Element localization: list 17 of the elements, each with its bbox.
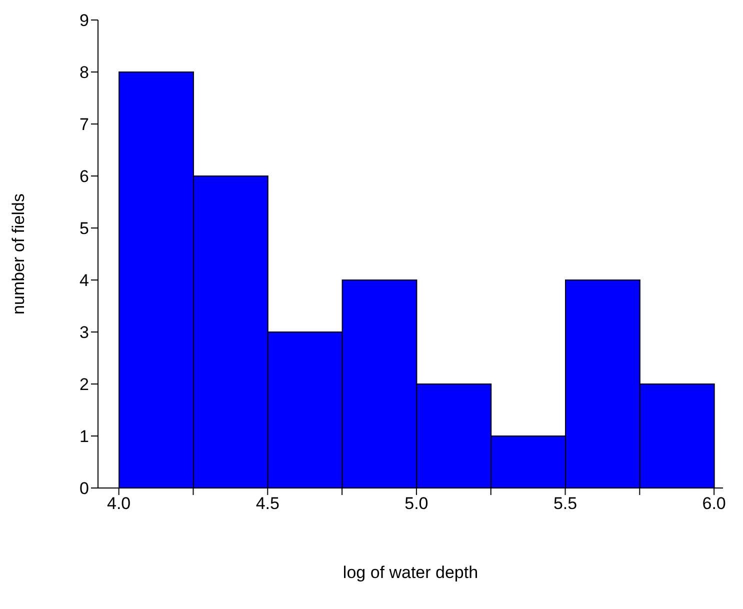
x-tick-label: 5.5 [553, 494, 578, 514]
y-tick-label: 1 [80, 427, 89, 446]
y-tick-label: 2 [80, 375, 89, 394]
y-tick-label: 0 [80, 479, 89, 498]
y-tick-label: 3 [80, 323, 89, 342]
y-tick-label: 9 [80, 11, 89, 30]
y-tick-label: 8 [80, 63, 89, 82]
x-axis-title: log of water depth [342, 563, 478, 582]
x-tick-label: 5.0 [404, 494, 428, 514]
x-tick-label: 4.5 [256, 494, 280, 514]
y-tick-label: 4 [80, 271, 89, 290]
y-tick-label: 7 [80, 115, 89, 134]
y-tick-label: 5 [80, 219, 89, 238]
x-tick-label: 4.0 [107, 494, 131, 514]
y-tick-label: 6 [80, 167, 89, 186]
x-tick-label: 6.0 [702, 494, 726, 514]
y-axis-title: number of fields [9, 194, 28, 314]
